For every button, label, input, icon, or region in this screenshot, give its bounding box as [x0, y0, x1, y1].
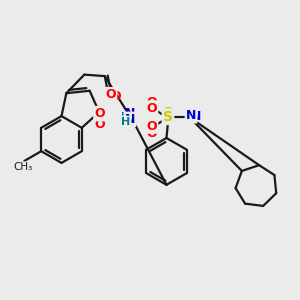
Text: O: O	[94, 107, 105, 120]
Text: N: N	[125, 107, 135, 120]
Text: O: O	[146, 96, 157, 109]
Text: O: O	[146, 101, 157, 115]
Text: N: N	[186, 109, 196, 122]
Text: N: N	[125, 113, 135, 126]
Text: O: O	[146, 119, 157, 133]
Text: O: O	[111, 90, 122, 103]
Text: S: S	[163, 110, 173, 124]
Text: O: O	[94, 118, 105, 130]
Text: H: H	[121, 117, 130, 127]
Text: CH₃: CH₃	[13, 163, 32, 172]
Text: O: O	[146, 127, 157, 140]
Text: N: N	[191, 110, 201, 123]
Text: S: S	[163, 106, 173, 120]
Text: H: H	[121, 112, 130, 122]
Text: O: O	[106, 88, 116, 101]
Text: CH₃: CH₃	[13, 163, 32, 172]
